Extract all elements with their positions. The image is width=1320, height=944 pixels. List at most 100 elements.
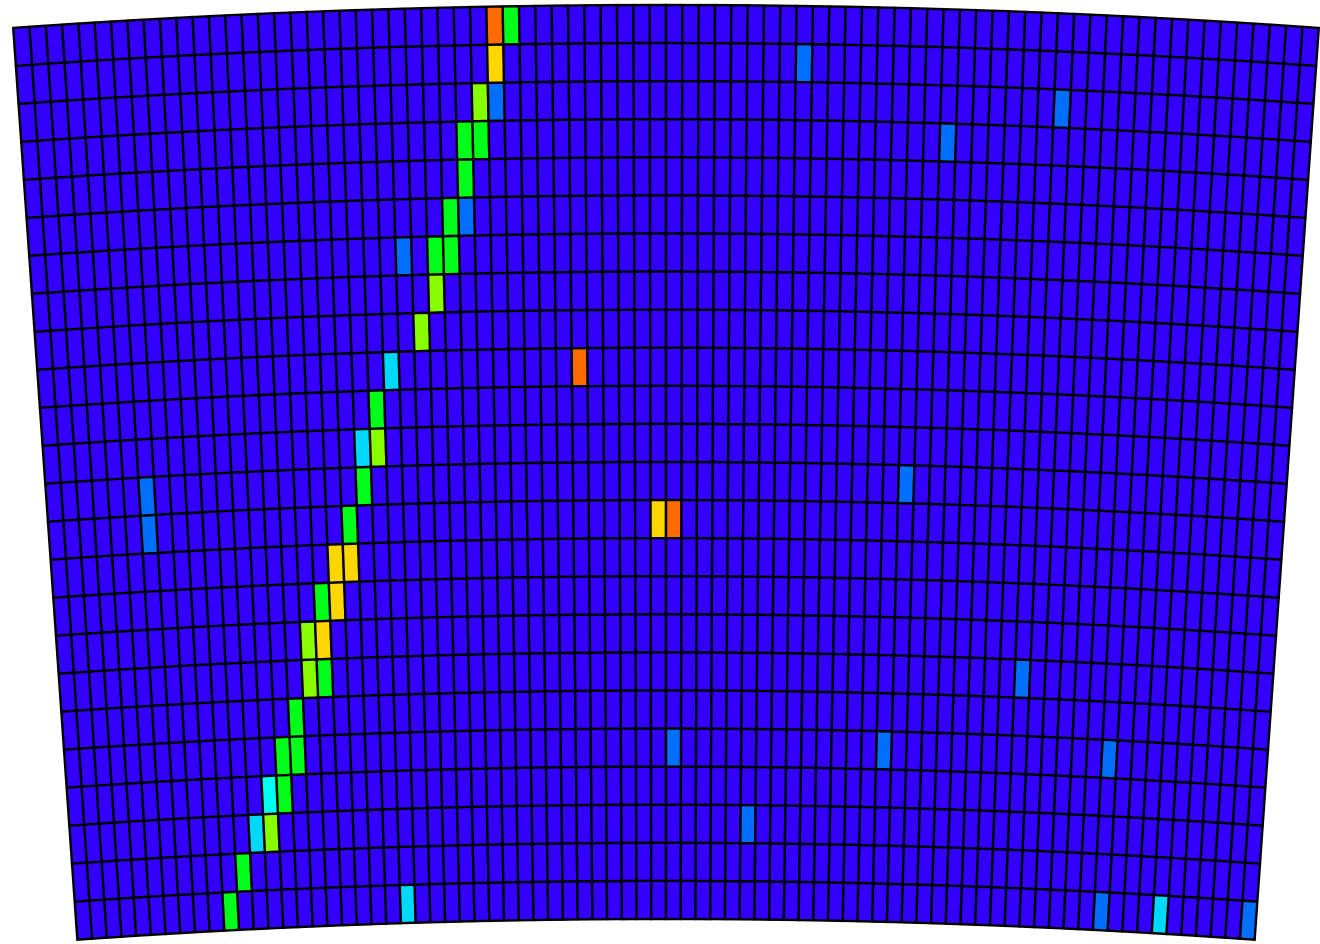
cell: [921, 121, 942, 163]
cell: [258, 50, 279, 92]
cell: [895, 501, 915, 543]
cell: [468, 729, 488, 771]
cell: [893, 578, 913, 619]
cell: [480, 538, 499, 580]
cell: [694, 727, 713, 768]
cell: [502, 880, 520, 922]
cell: [793, 118, 813, 160]
cell: [252, 279, 273, 321]
cell: [890, 82, 911, 124]
cell: [723, 879, 742, 921]
cell: [400, 464, 420, 506]
cell: [315, 276, 336, 318]
cell: [926, 502, 946, 544]
cell: [649, 536, 668, 578]
cell: [864, 539, 883, 581]
cell: [360, 655, 380, 698]
cell: [886, 844, 905, 886]
cell: [843, 5, 864, 47]
cell: [632, 41, 652, 83]
cell: [664, 803, 683, 845]
cell: [844, 729, 864, 771]
cell: [855, 196, 876, 238]
cell: [523, 385, 543, 427]
cell: [813, 804, 832, 846]
cell: [311, 162, 332, 204]
cell: [370, 7, 391, 49]
cell: [441, 844, 461, 886]
cell: [487, 881, 506, 923]
cell: [554, 347, 574, 388]
cell: [860, 691, 880, 733]
cell: [649, 460, 668, 502]
cell: [995, 314, 1015, 356]
cell: [972, 46, 993, 89]
cell: [742, 423, 761, 464]
cell: [431, 463, 451, 505]
cell: [789, 423, 808, 465]
cell: [772, 499, 791, 541]
cell: [900, 883, 919, 924]
cell: [808, 157, 828, 199]
cell: [559, 727, 578, 769]
cell: [394, 769, 414, 811]
cell: [406, 654, 426, 696]
cell: [807, 233, 827, 275]
cell: [828, 805, 847, 846]
cell: [941, 7, 962, 49]
cell: [340, 85, 361, 127]
cell: [964, 275, 985, 317]
cell: [605, 841, 623, 883]
cell: [599, 42, 619, 83]
cell: [983, 618, 1003, 661]
cell: [818, 538, 837, 580]
cell: [296, 582, 317, 624]
cell: [696, 308, 715, 350]
cell: [741, 499, 760, 540]
cell: [296, 200, 317, 243]
cell: [803, 461, 823, 503]
cell: [569, 232, 588, 274]
cell: [327, 161, 348, 203]
cell: [966, 237, 986, 279]
cell: [680, 79, 700, 121]
cell: [419, 578, 439, 619]
cell: [773, 461, 792, 503]
cell: [800, 652, 820, 694]
cell: [1055, 12, 1076, 54]
cell: [337, 847, 357, 889]
cell: [976, 809, 996, 851]
cell: [992, 390, 1012, 432]
cell: [553, 270, 573, 312]
cell: [358, 122, 379, 164]
cell: [679, 841, 697, 883]
cell: [405, 83, 426, 125]
cell: [841, 881, 860, 923]
cell: [537, 271, 557, 312]
cell: [944, 884, 964, 926]
cell: [774, 347, 794, 388]
cell: [729, 118, 748, 159]
cell: [950, 694, 970, 736]
cell: [309, 124, 330, 166]
cell: [887, 196, 908, 238]
cell: [680, 346, 699, 388]
cell: [560, 842, 579, 883]
cell: [798, 804, 817, 846]
cell: [680, 575, 698, 616]
cell: [477, 424, 497, 466]
cell: [448, 501, 468, 543]
cell: [964, 732, 984, 774]
cell: [340, 504, 360, 546]
cell: [553, 232, 573, 274]
cell: [633, 384, 652, 426]
cell: [517, 4, 538, 46]
cell: [1012, 277, 1033, 319]
cell: [604, 651, 622, 692]
cell: [339, 885, 359, 927]
cell: [567, 118, 587, 160]
cell: [983, 199, 1004, 241]
cell: [648, 194, 668, 235]
cell: [885, 882, 904, 924]
cell: [681, 3, 700, 45]
